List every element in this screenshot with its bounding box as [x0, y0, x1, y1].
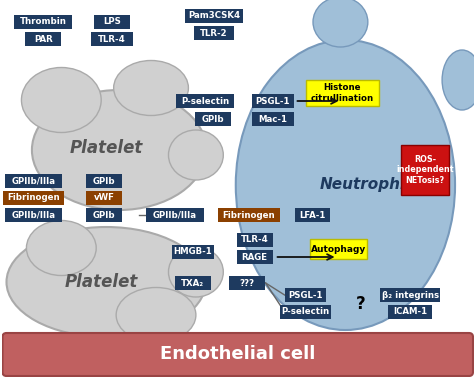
Ellipse shape: [313, 0, 368, 47]
Text: β₂ integrins: β₂ integrins: [382, 291, 439, 299]
FancyBboxPatch shape: [91, 32, 133, 46]
Ellipse shape: [168, 130, 223, 180]
FancyBboxPatch shape: [306, 80, 379, 106]
FancyBboxPatch shape: [280, 305, 331, 319]
Text: Platelet: Platelet: [70, 139, 143, 157]
FancyBboxPatch shape: [94, 15, 130, 29]
FancyBboxPatch shape: [252, 94, 293, 108]
Text: ICAM-1: ICAM-1: [393, 308, 427, 317]
Text: PSGL-1: PSGL-1: [255, 97, 290, 106]
Ellipse shape: [7, 227, 206, 337]
Text: TLR-4: TLR-4: [98, 35, 126, 43]
Text: TLR-2: TLR-2: [200, 29, 228, 37]
FancyBboxPatch shape: [194, 26, 234, 40]
FancyBboxPatch shape: [175, 276, 211, 290]
Ellipse shape: [32, 90, 206, 210]
FancyBboxPatch shape: [146, 208, 204, 222]
Text: LFA-1: LFA-1: [299, 210, 326, 219]
FancyBboxPatch shape: [86, 174, 122, 188]
Text: Neutrophil: Neutrophil: [319, 178, 411, 193]
Text: Fibrinogen: Fibrinogen: [222, 210, 275, 219]
Text: TXA₂: TXA₂: [182, 279, 204, 288]
FancyBboxPatch shape: [310, 239, 367, 259]
Text: ???: ???: [239, 279, 254, 288]
FancyBboxPatch shape: [4, 208, 62, 222]
Text: Autophagy: Autophagy: [311, 245, 366, 253]
Text: PSGL-1: PSGL-1: [288, 291, 323, 299]
Text: ROS-
independent
NETosis?: ROS- independent NETosis?: [396, 155, 454, 185]
FancyBboxPatch shape: [2, 333, 473, 376]
FancyBboxPatch shape: [380, 288, 440, 302]
FancyBboxPatch shape: [195, 112, 231, 126]
Text: vWF: vWF: [94, 193, 115, 202]
Text: ?: ?: [356, 295, 365, 313]
FancyBboxPatch shape: [86, 208, 122, 222]
Ellipse shape: [27, 221, 96, 276]
Ellipse shape: [114, 60, 188, 115]
Text: P-selectin: P-selectin: [181, 97, 229, 106]
Text: PAR: PAR: [34, 35, 53, 43]
FancyBboxPatch shape: [388, 305, 432, 319]
Text: HMGB-1: HMGB-1: [173, 247, 212, 256]
Ellipse shape: [168, 247, 223, 297]
Text: GPIb: GPIb: [93, 210, 116, 219]
FancyBboxPatch shape: [172, 245, 214, 259]
Ellipse shape: [21, 67, 101, 132]
Text: Histone
citrullination: Histone citrullination: [311, 83, 374, 103]
FancyBboxPatch shape: [15, 15, 73, 29]
FancyBboxPatch shape: [4, 174, 62, 188]
FancyBboxPatch shape: [237, 250, 273, 264]
FancyBboxPatch shape: [294, 208, 330, 222]
FancyBboxPatch shape: [185, 9, 243, 23]
Text: GPIb: GPIb: [93, 176, 116, 185]
Text: LPS: LPS: [103, 17, 121, 26]
Text: GPIIb/IIIa: GPIIb/IIIa: [153, 210, 197, 219]
Text: Pam3CSK4: Pam3CSK4: [188, 12, 240, 20]
FancyBboxPatch shape: [218, 208, 280, 222]
FancyBboxPatch shape: [229, 276, 264, 290]
Text: GPIb: GPIb: [201, 115, 224, 124]
FancyBboxPatch shape: [401, 145, 449, 195]
Text: GPIIb/IIIa: GPIIb/IIIa: [11, 176, 55, 185]
FancyBboxPatch shape: [176, 94, 234, 108]
Text: GPIIb/IIIa: GPIIb/IIIa: [11, 210, 55, 219]
FancyBboxPatch shape: [237, 233, 273, 247]
Ellipse shape: [116, 288, 196, 342]
Text: Endothelial cell: Endothelial cell: [160, 345, 315, 363]
FancyBboxPatch shape: [252, 112, 293, 126]
Text: RAGE: RAGE: [242, 253, 268, 262]
Text: Mac-1: Mac-1: [258, 115, 287, 124]
FancyBboxPatch shape: [284, 288, 327, 302]
Text: TLR-4: TLR-4: [241, 236, 269, 245]
Text: Fibrinogen: Fibrinogen: [7, 193, 60, 202]
FancyBboxPatch shape: [26, 32, 61, 46]
Ellipse shape: [442, 50, 474, 110]
Text: P-selectin: P-selectin: [282, 308, 329, 317]
Text: Thrombin: Thrombin: [20, 17, 67, 26]
FancyBboxPatch shape: [2, 191, 64, 205]
FancyBboxPatch shape: [86, 191, 122, 205]
Ellipse shape: [236, 40, 455, 330]
Text: Platelet: Platelet: [64, 273, 138, 291]
